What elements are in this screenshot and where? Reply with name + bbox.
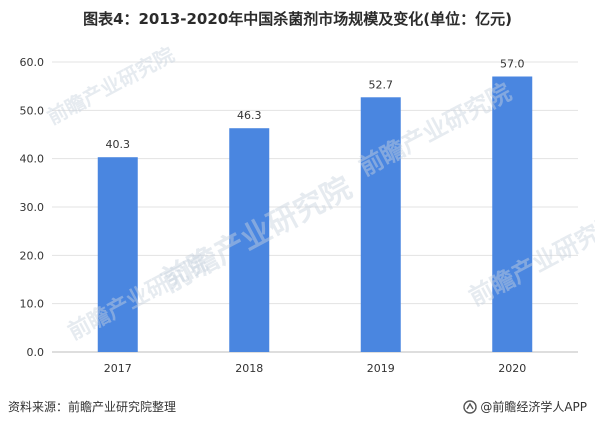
source-note: 资料来源：前瞻产业研究院整理 (8, 400, 177, 414)
y-tick-label: 10.0 (20, 298, 45, 311)
brand-text: @前瞻经济学人APP (480, 400, 587, 414)
x-tick-label-2019: 2019 (367, 362, 395, 375)
data-label-2017: 40.3 (106, 138, 131, 151)
qianzhan-logo-icon (463, 399, 478, 414)
y-axis-ticks: 0.0 10.0 20.0 30.0 40.0 50.0 60.0 (20, 56, 45, 359)
data-labels: 40.3 46.3 52.7 57.0 (106, 58, 525, 152)
x-tick-label-2018: 2018 (235, 362, 263, 375)
data-label-2019: 52.7 (369, 78, 394, 91)
chart-title: 图表4：2013-2020年中国杀菌剂市场规模及变化(单位：亿元) (83, 10, 512, 28)
y-tick-label: 40.0 (20, 153, 45, 166)
y-tick-label: 30.0 (20, 201, 45, 214)
brand-credit: @前瞻经济学人APP (463, 398, 587, 415)
y-tick-label: 60.0 (20, 56, 45, 69)
y-tick-label: 0.0 (27, 346, 45, 359)
data-label-2020: 57.0 (500, 58, 525, 71)
data-label-2018: 46.3 (237, 109, 262, 122)
bar-2018 (229, 128, 270, 352)
bar-2017 (97, 157, 138, 352)
bars (97, 76, 533, 353)
x-tick-label-2017: 2017 (104, 362, 132, 375)
bar-2020 (492, 76, 533, 352)
bar-2019 (360, 97, 401, 353)
y-tick-label: 50.0 (20, 104, 45, 117)
x-tick-label-2020: 2020 (498, 362, 526, 375)
x-axis-ticks: 2017 2018 2019 2020 (104, 362, 527, 375)
y-tick-label: 20.0 (20, 249, 45, 262)
grid-lines (52, 61, 578, 353)
